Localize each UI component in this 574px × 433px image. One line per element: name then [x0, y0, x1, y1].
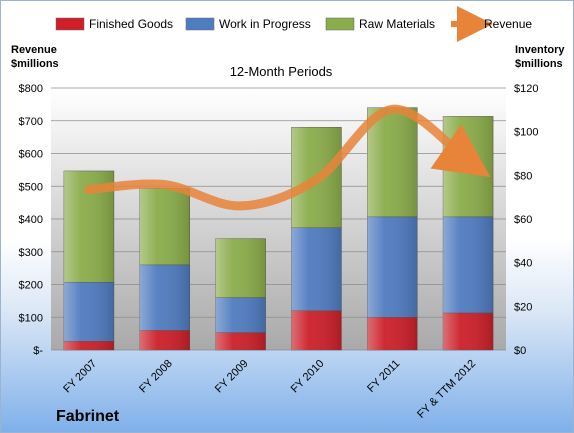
bar-segment: [63, 341, 115, 351]
y-axis-left-title-line: Revenue: [11, 44, 57, 56]
y-right-tick-label: $40: [514, 258, 532, 270]
y-left-tick-label: $300: [19, 247, 43, 259]
y-left-tick-label: $200: [19, 280, 43, 292]
bar-segment: [291, 227, 342, 311]
legend-item: Revenue: [451, 6, 532, 42]
y-left-tick-label: $700: [19, 116, 43, 128]
revenue-line-path: [84, 104, 491, 211]
x-tick-label: FY 2009: [213, 358, 251, 396]
legend-swatch: [185, 17, 215, 31]
bar-segment: [215, 332, 266, 351]
bar-segment: [215, 238, 266, 298]
company-name: Fabrinet: [56, 408, 120, 425]
y-left-tick-label: $400: [19, 214, 43, 226]
bar-segment: [367, 216, 418, 318]
legend-item: Finished Goods: [55, 17, 173, 31]
legend-label: Finished Goods: [89, 17, 173, 31]
y-right-tick-label: $120: [514, 83, 538, 95]
y-left-tick-label: $600: [19, 149, 43, 161]
legend-label: Raw Materials: [359, 17, 435, 31]
x-axis-ticks: FY 2007 FY 2008 FY 2009 FY 2010 FY 2011 FY & …: [61, 358, 478, 421]
legend-item: Work in Progress: [185, 17, 311, 31]
legend: Finished Goods Work in Progress Raw Materi…: [55, 6, 532, 42]
x-tick-label: FY 2010: [289, 358, 327, 396]
y-right-tick-label: $100: [514, 127, 538, 139]
y-axis-right-ticks: $0 $20 $40 $60 $80 $100 $120: [514, 83, 538, 357]
bar-segment: [139, 188, 190, 266]
y-axis-left-ticks: $- $100 $200 $300 $400 $500 $600 $700 $800: [19, 83, 44, 357]
bar-segment: [139, 330, 190, 351]
bar-segment: [63, 282, 115, 342]
y-right-tick-label: $60: [514, 214, 532, 226]
legend-swatch: [325, 17, 355, 31]
bar-segment: [442, 312, 494, 351]
gridlines: [51, 87, 506, 351]
y-right-tick-label: $0: [514, 345, 526, 357]
y-axis-right-title-line: Inventory: [515, 44, 565, 56]
bar-segment: [367, 107, 418, 218]
bar-segment: [367, 317, 418, 351]
x-tick-label: FY 2011: [365, 358, 402, 395]
y-left-tick-label: $500: [19, 181, 43, 193]
y-left-tick-label: $100: [19, 312, 43, 324]
y-axis-left-title: Revenue $millions: [11, 44, 59, 70]
bar-segment: [442, 116, 494, 218]
x-tick-label: FY 2008: [137, 358, 175, 396]
x-tick-label: FY & TTM 2012: [415, 358, 478, 421]
bar-segment: [139, 264, 190, 331]
y-left-tick-label: $800: [19, 83, 43, 95]
legend-swatch: [55, 17, 85, 31]
y-left-tick-label: $-: [33, 345, 43, 357]
bar-segment: [442, 216, 494, 314]
x-tick-label: FY 2007: [61, 358, 99, 396]
revenue-line: [84, 104, 491, 211]
bar-segment: [215, 297, 266, 333]
y-axis-right-title: Inventory $millions: [515, 44, 565, 70]
y-right-tick-label: $80: [514, 170, 532, 182]
y-right-tick-label: $20: [514, 301, 532, 313]
legend-label: Work in Progress: [219, 17, 311, 31]
legend-label: Revenue: [484, 17, 532, 31]
y-axis-right-title-line: $millions: [515, 58, 563, 70]
bar-segment: [291, 310, 342, 351]
legend-item: Raw Materials: [325, 17, 435, 31]
chart-title: 12-Month Periods: [230, 64, 333, 79]
y-axis-left-title-line: $millions: [11, 58, 59, 70]
